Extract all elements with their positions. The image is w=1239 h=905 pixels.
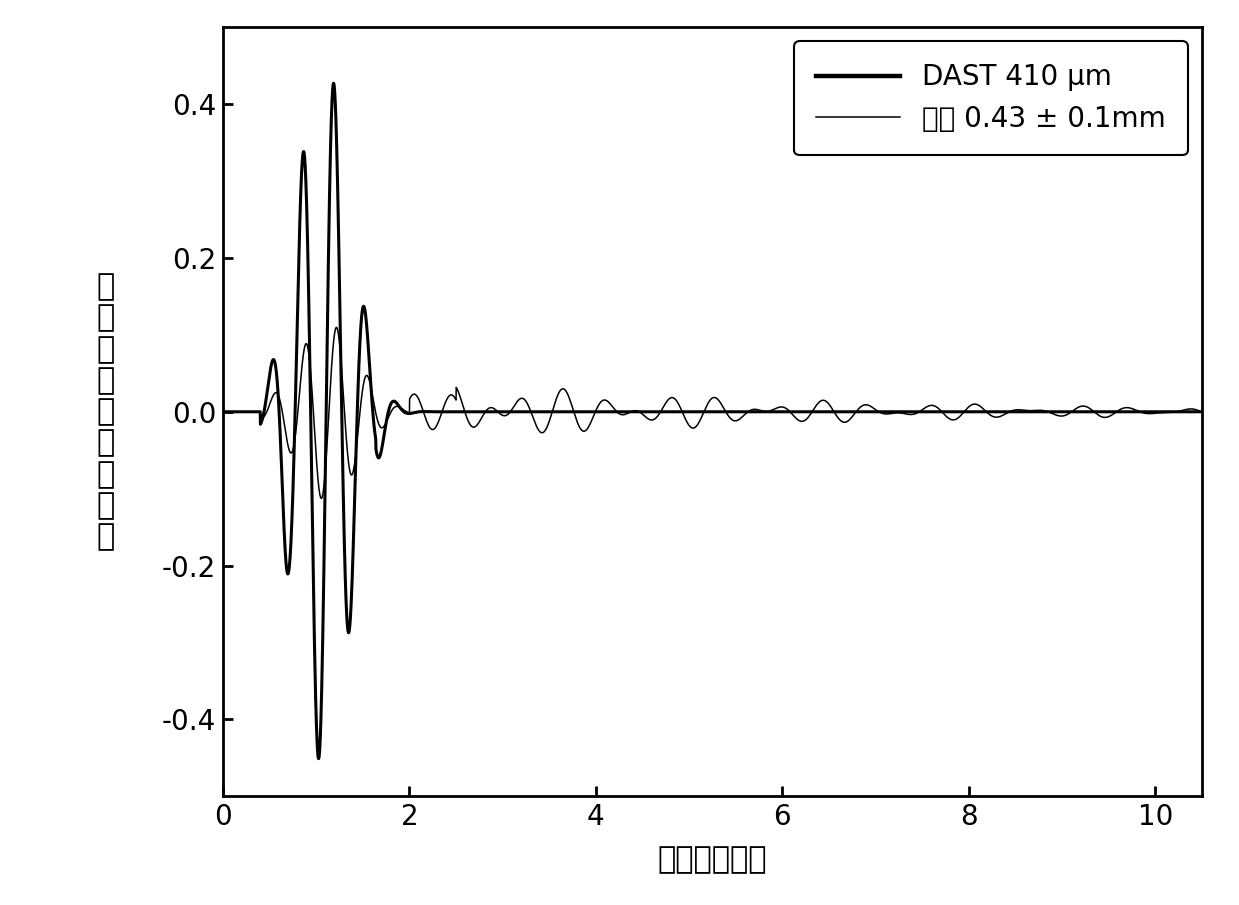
DAST 410 μm bbox=[590, 406, 605, 417]
X-axis label: 时间（皮秒）: 时间（皮秒） bbox=[658, 845, 767, 874]
样品 0.43 ± 0.1mm bbox=[330, 322, 344, 333]
DAST 410 μm bbox=[216, 406, 230, 417]
DAST 410 μm bbox=[394, 404, 409, 414]
Line: 样品 0.43 ± 0.1mm: 样品 0.43 ± 0.1mm bbox=[223, 328, 1202, 499]
DAST 410 μm bbox=[1021, 406, 1036, 417]
样品 0.43 ± 0.1mm bbox=[394, 403, 409, 414]
Line: DAST 410 μm: DAST 410 μm bbox=[223, 83, 1202, 758]
样品 0.43 ± 0.1mm bbox=[1021, 405, 1036, 416]
样品 0.43 ± 0.1mm bbox=[216, 406, 230, 417]
样品 0.43 ± 0.1mm bbox=[852, 402, 867, 413]
DAST 410 μm bbox=[311, 753, 326, 764]
Legend: DAST 410 μm, 样品 0.43 ± 0.1mm: DAST 410 μm, 样品 0.43 ± 0.1mm bbox=[794, 41, 1188, 156]
样品 0.43 ± 0.1mm bbox=[590, 402, 605, 413]
DAST 410 μm bbox=[947, 406, 961, 417]
DAST 410 μm bbox=[1194, 406, 1209, 417]
样品 0.43 ± 0.1mm bbox=[313, 493, 328, 504]
样品 0.43 ± 0.1mm bbox=[803, 409, 818, 420]
DAST 410 μm bbox=[852, 406, 867, 417]
Text: 太
赫
兹
脉
冲
信
号
强
度: 太 赫 兹 脉 冲 信 号 强 度 bbox=[97, 272, 115, 551]
样品 0.43 ± 0.1mm bbox=[947, 414, 961, 425]
样品 0.43 ± 0.1mm bbox=[1194, 406, 1209, 417]
DAST 410 μm bbox=[803, 406, 818, 417]
DAST 410 μm bbox=[326, 78, 341, 89]
